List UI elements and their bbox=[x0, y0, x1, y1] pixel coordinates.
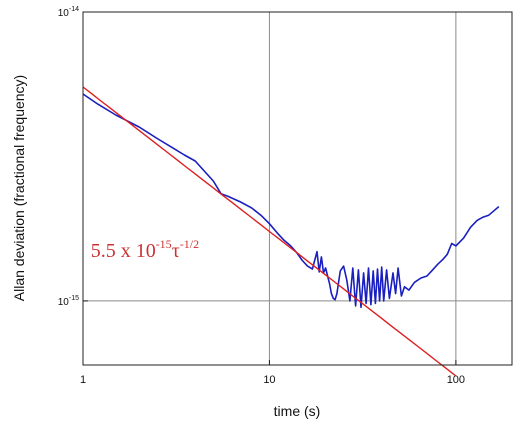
annotation-exp1: -15 bbox=[156, 237, 172, 251]
x-tick-label-0: 1 bbox=[80, 374, 86, 386]
x-tick-label-2: 100 bbox=[447, 374, 465, 386]
measured-allan-deviation-line bbox=[82, 93, 500, 309]
series-group bbox=[82, 86, 500, 377]
y-tick-label-1: 10-14 bbox=[58, 6, 79, 19]
x-axis-label: time (s) bbox=[274, 403, 321, 419]
axis-ticks: 1 10 100 10-15 10-14 bbox=[58, 6, 465, 386]
y-axis-label: Allan deviation (fractional frequency) bbox=[11, 75, 27, 301]
annotation-exp2: -1/2 bbox=[180, 237, 199, 251]
y-tick-label-0: 10-15 bbox=[58, 295, 79, 308]
fit-annotation: 5.5 x 10-15τ-1/2 bbox=[91, 237, 199, 262]
x-tick-label-1: 10 bbox=[263, 374, 275, 386]
annotation-prefix: 5.5 x 10 bbox=[91, 240, 156, 262]
annotation-tau: τ bbox=[172, 240, 180, 262]
plot-frame bbox=[82, 11, 513, 366]
fit-line bbox=[82, 86, 457, 377]
grid-lines bbox=[83, 12, 512, 365]
